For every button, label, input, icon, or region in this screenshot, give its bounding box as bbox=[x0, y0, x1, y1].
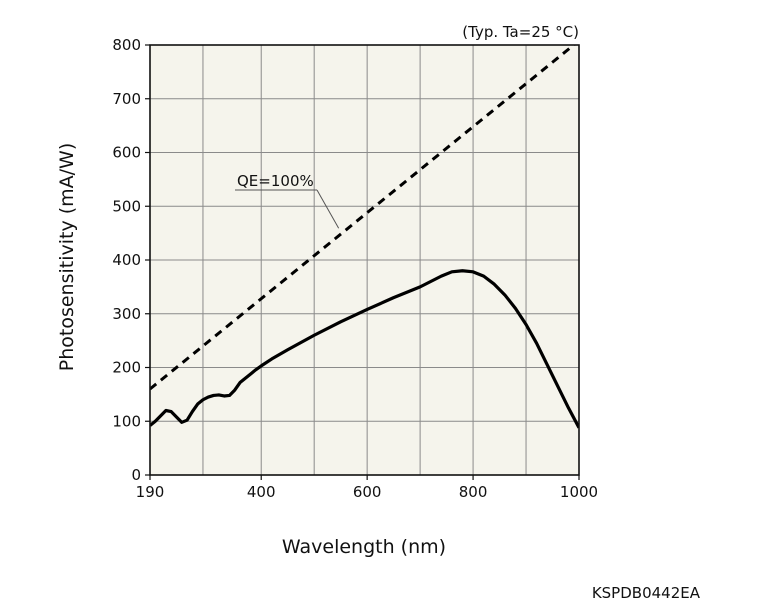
series-layer bbox=[150, 45, 579, 429]
y-tick-label-3: 300 bbox=[112, 305, 141, 323]
x-axis-title: Wavelength (nm) bbox=[282, 536, 446, 558]
y-axis-title: Photosensitivity (mA/W) bbox=[56, 143, 78, 372]
y-tick-label-2: 200 bbox=[112, 359, 141, 377]
y-tick-label-1: 100 bbox=[112, 412, 141, 430]
y-tick-label-0: 0 bbox=[131, 466, 141, 484]
y-tick-label-8: 800 bbox=[112, 36, 141, 54]
y-tick-label-7: 700 bbox=[112, 90, 141, 108]
qe-100-leader-line bbox=[316, 189, 340, 229]
y-tick-label-4: 400 bbox=[112, 251, 141, 269]
x-tick-label-2: 600 bbox=[353, 483, 382, 501]
qe-100-label: QE=100% bbox=[237, 172, 314, 190]
series-line-photosensitivity bbox=[150, 269, 579, 429]
x-tick-label-1: 400 bbox=[247, 483, 276, 501]
y-tick-label-6: 600 bbox=[112, 144, 141, 162]
x-tick-label-4: 1000 bbox=[560, 483, 598, 501]
y-tick-label-5: 500 bbox=[112, 197, 141, 215]
condition-note: (Typ. Ta=25 °C) bbox=[462, 23, 579, 41]
x-tick-label-0: 190 bbox=[136, 483, 165, 501]
grid bbox=[150, 45, 579, 475]
ticks: 0 100 200 300 400 500 600 700 800 190 400 600 800 100… bbox=[112, 36, 598, 501]
annotations: QE=100% bbox=[235, 172, 340, 229]
x-tick-label-3: 800 bbox=[459, 483, 488, 501]
figure-code: KSPDB0442EA bbox=[592, 584, 701, 602]
